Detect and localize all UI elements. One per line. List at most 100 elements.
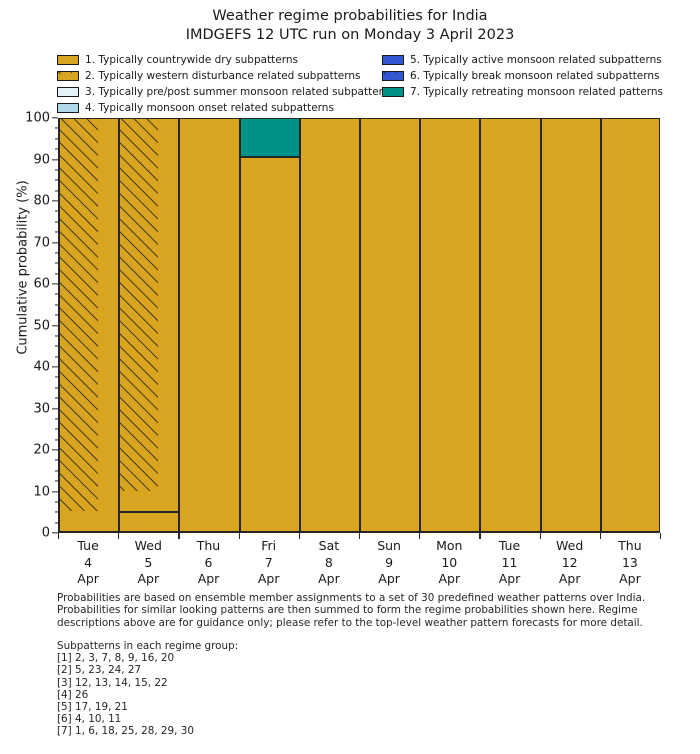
x-tick-mark (178, 533, 180, 539)
y-tick-minor (55, 522, 58, 524)
x-tick-label-Fri-7: Fri 7 Apr (229, 538, 309, 588)
y-tick-label-60: 60 (33, 276, 50, 292)
y-tick-mark-80 (52, 200, 58, 202)
y-tick-label-70: 70 (33, 235, 50, 250)
y-tick-minor (55, 511, 58, 513)
x-label-month: Apr (378, 571, 400, 586)
bar-segment-regime1 (420, 119, 481, 532)
y-tick-minor (55, 262, 58, 264)
y-tick-minor (55, 356, 58, 358)
subpatterns-row-7: [7] 1, 6, 18, 25, 28, 29, 30 (57, 725, 194, 738)
x-label-dow: Tue (498, 538, 521, 553)
legend-swatch-1 (57, 54, 79, 65)
x-label-day: 13 (621, 554, 638, 570)
legend-item-2: 2. Typically western disturbance related… (57, 68, 382, 83)
x-label-day: 9 (385, 554, 394, 570)
x-tick-mark (298, 533, 301, 539)
bar-Sun-9 (360, 119, 421, 532)
bar-Thu-6 (179, 119, 240, 532)
x-label-dow: Tue (77, 538, 99, 553)
y-tick-minor (55, 221, 58, 223)
bar-Fri-7 (239, 119, 300, 532)
x-tick-label-Mon-10: Mon 10 Apr (409, 538, 489, 588)
x-label-month: Apr (77, 571, 99, 586)
chart-title-block: Weather regime probabilities for India I… (0, 0, 700, 45)
legend-label-6: 6. Typically break monsoon related subpa… (410, 69, 660, 82)
footnote-text: Probabilities are based on ensemble memb… (57, 592, 646, 629)
subpatterns-row-6: [6] 4, 10, 11 (57, 713, 122, 726)
bar-segment-regime1 (179, 119, 240, 532)
bar-Tue-4 (59, 119, 120, 532)
y-tick-minor (55, 304, 58, 306)
x-tick-mark (479, 533, 481, 539)
x-tick-label-Wed-5: Wed 5 Apr (108, 538, 188, 588)
y-tick-label-20: 20 (33, 442, 50, 458)
legend-label-7: 7. Typically retreating monsoon related … (410, 85, 664, 98)
y-tick-minor (55, 127, 58, 129)
y-tick-minor (55, 470, 58, 472)
x-label-dow: Sun (377, 538, 401, 553)
y-tick-label-50: 50 (33, 318, 50, 333)
bar-segment-regime7 (239, 119, 300, 158)
bar-segment-regime2 (59, 119, 120, 532)
y-tick-minor (55, 345, 58, 347)
x-tick-label-Thu-6: Thu 6 Apr (169, 538, 249, 588)
x-tick-mark (660, 533, 662, 539)
x-label-dow: Thu (618, 538, 642, 553)
bar-segment-regime1 (540, 119, 601, 532)
x-tick-label-Thu-13: Thu 13 Apr (590, 538, 670, 588)
y-tick-minor (55, 179, 58, 181)
x-tick-label-Sat-8: Sat 8 Apr (289, 538, 369, 588)
legend-item-6: 6. Typically break monsoon related subpa… (382, 68, 660, 83)
legend-label-4: 4. Typically monsoon onset related subpa… (85, 101, 334, 114)
x-tick-mark (238, 533, 240, 539)
legend-label-2: 2. Typically western disturbance related… (85, 69, 361, 82)
bar-segment-regime1 (239, 157, 300, 532)
y-tick-label-40: 40 (33, 359, 50, 375)
x-tick-mark (599, 533, 602, 539)
legend-label-5: 5. Typically active monsoon related subp… (410, 53, 662, 66)
subpatterns-row-3: [3] 12, 13, 14, 15, 22 (57, 676, 168, 689)
x-label-day: 11 (501, 554, 518, 570)
bar-Wed-12 (540, 119, 601, 532)
legend-swatch-4 (57, 102, 79, 113)
x-label-month: Apr (318, 571, 340, 586)
y-tick-mark-40 (52, 366, 58, 368)
y-tick-label-10: 10 (33, 484, 50, 499)
subpatterns-heading: Subpatterns in each regime group: (57, 640, 239, 652)
y-tick-mark-30 (52, 407, 58, 410)
y-tick-mark-90 (52, 158, 58, 161)
y-tick-minor (55, 231, 58, 233)
subpatterns-row-1: [1] 2, 3, 7, 8, 9, 16, 20 (57, 652, 175, 665)
y-tick-mark-60 (52, 283, 58, 285)
x-tick-mark (539, 533, 541, 539)
y-tick-mark-0 (52, 532, 58, 534)
x-label-day: 7 (264, 554, 273, 570)
x-label-day: 8 (324, 554, 333, 570)
y-tick-minor (55, 387, 58, 389)
y-tick-mark-10 (52, 490, 58, 493)
y-tick-label-90: 90 (33, 152, 50, 167)
x-label-dow: Wed (556, 538, 584, 553)
x-label-day: 6 (204, 554, 213, 570)
y-tick-mark-20 (52, 449, 58, 451)
y-tick-minor (55, 138, 58, 140)
bar-segment-regime1 (480, 119, 541, 532)
x-label-dow: Mon (436, 538, 463, 553)
legend-column-right: 5. Typically active monsoon related subp… (382, 52, 663, 116)
y-tick-minor (55, 501, 58, 503)
x-label-day: 12 (561, 554, 578, 570)
x-label-month: Apr (438, 571, 461, 586)
x-label-month: Apr (257, 571, 280, 586)
bar-segment-regime1 (600, 119, 659, 532)
legend-item-3: 3. Typically pre/post summer monsoon rel… (57, 84, 395, 99)
y-tick-minor (55, 190, 58, 192)
y-tick-minor (55, 169, 58, 171)
y-tick-label-80: 80 (33, 193, 50, 209)
legend-swatch-6 (382, 70, 404, 81)
x-label-month: Apr (137, 571, 160, 586)
y-tick-label-0: 0 (41, 525, 50, 541)
legend-item-7: 7. Typically retreating monsoon related … (382, 84, 663, 99)
y-tick-mark-70 (52, 241, 58, 244)
x-label-dow: Sat (318, 538, 340, 553)
